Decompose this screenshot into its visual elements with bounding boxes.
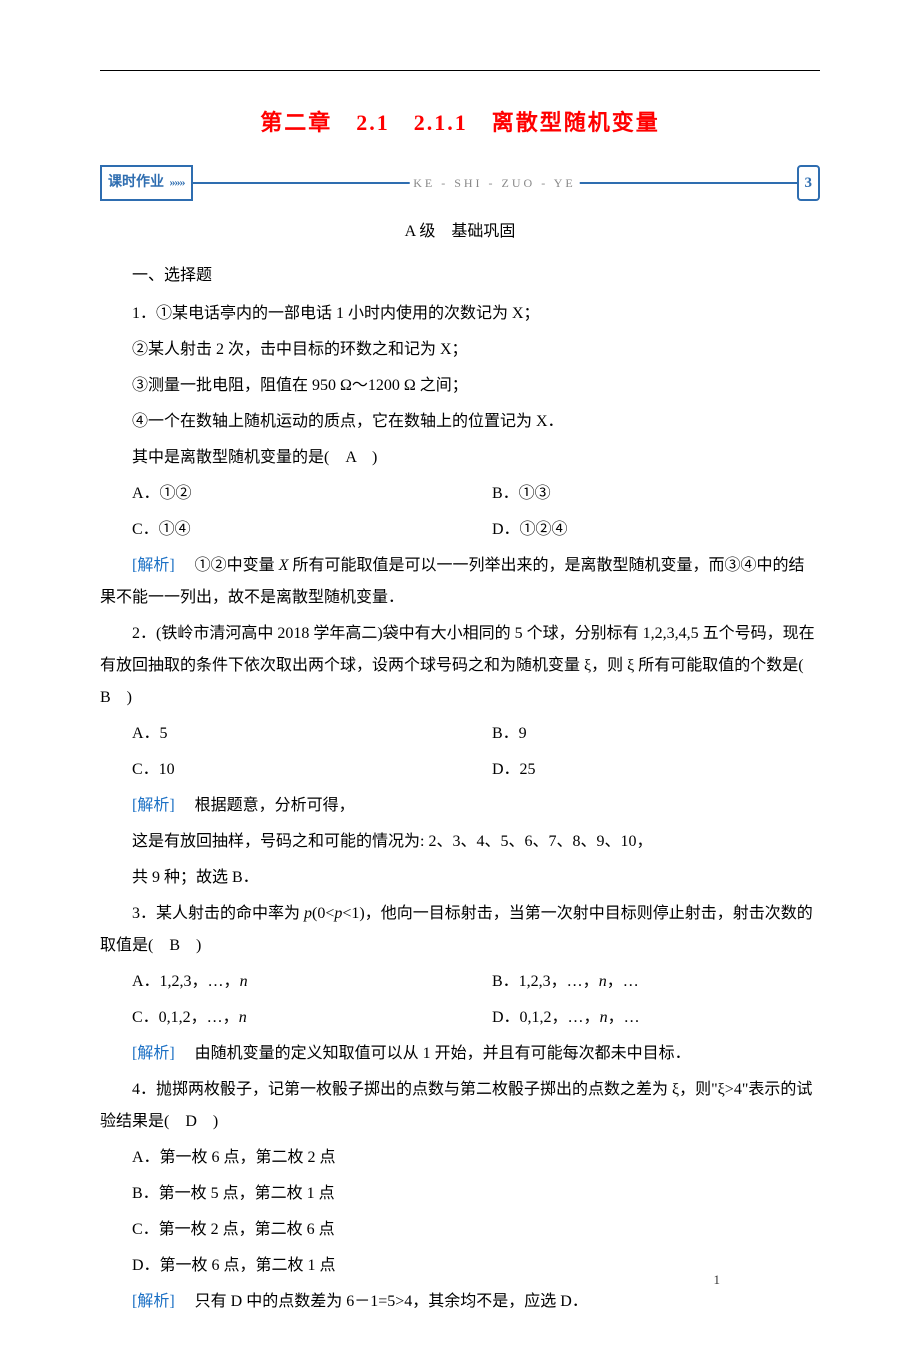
q4-opt-a: A．第一枚 6 点，第二枚 2 点 xyxy=(100,1142,820,1174)
q2-analysis-text1: 根据题意，分析可得， xyxy=(179,797,355,814)
analysis-label: [解析] xyxy=(132,797,175,814)
q1-opt-c: C．①④ xyxy=(100,514,460,546)
q1-analysis: [解析] ①②中变量 X 所有可能取值是可以一一列举出来的，是离散型随机变量，而… xyxy=(100,550,820,614)
top-divider xyxy=(100,70,820,71)
header-pinyin: KE - SHI - ZUO - YE xyxy=(409,171,580,195)
q2-opt-c: C．10 xyxy=(100,754,460,786)
q1-opt-a: A．①② xyxy=(100,478,460,510)
q4-analysis: [解析] 只有 D 中的点数差为 6－1=5>4，其余均不是，应选 D． xyxy=(100,1286,820,1318)
q3-opt-c: C．0,1,2，…，n xyxy=(100,1002,460,1034)
q2-analysis-2: 这是有放回抽样，号码之和可能的情况为: 2、3、4、5、6、7、8、9、10， xyxy=(100,826,820,858)
q4-opt-d: D．第一枚 6 点，第二枚 1 点 xyxy=(100,1250,820,1282)
q3-analysis-text: 由随机变量的定义知取值可以从 1 开始，并且有可能每次都未中目标． xyxy=(179,1045,691,1062)
homework-header-bar: 课时作业 »»» KE - SHI - ZUO - YE 3 xyxy=(100,165,820,201)
q1-line5: 其中是离散型随机变量的是( A ) xyxy=(100,442,820,474)
page-number: 1 xyxy=(714,1267,721,1293)
level-label: A 级 基础巩固 xyxy=(100,216,820,248)
q2-options-row2: C．10 D．25 xyxy=(100,754,820,786)
q3-options-row1: A．1,2,3，…，n B．1,2,3，…，n，… xyxy=(100,966,820,998)
chapter-title: 第二章 2.1 2.1.1 离散型随机变量 xyxy=(100,101,820,145)
q1-line4: ④一个在数轴上随机运动的质点，它在数轴上的位置记为 X． xyxy=(100,406,820,438)
q1-line3: ③测量一批电阻，阻值在 950 Ω～1200 Ω 之间； xyxy=(100,370,820,402)
q3-analysis: [解析] 由随机变量的定义知取值可以从 1 开始，并且有可能每次都未中目标． xyxy=(100,1038,820,1070)
q1-opt-d: D．①②④ xyxy=(460,514,820,546)
q2-opt-b: B．9 xyxy=(460,718,820,750)
analysis-label: [解析] xyxy=(132,1045,175,1062)
q4-opt-b: B．第一枚 5 点，第二枚 1 点 xyxy=(100,1178,820,1210)
section-heading: 一、选择题 xyxy=(100,260,820,292)
analysis-label: [解析] xyxy=(132,557,175,574)
q2-stem: 2．(铁岭市清河高中 2018 学年高二)袋中有大小相同的 5 个球，分别标有 … xyxy=(100,618,820,714)
q1-line1: 1．①某电话亭内的一部电话 1 小时内使用的次数记为 X； xyxy=(100,298,820,330)
q1-line2: ②某人射击 2 次，击中目标的环数之和记为 X； xyxy=(100,334,820,366)
q1-options-row2: C．①④ D．①②④ xyxy=(100,514,820,546)
q3-options-row2: C．0,1,2，…，n D．0,1,2，…，n，… xyxy=(100,1002,820,1034)
q2-opt-d: D．25 xyxy=(460,754,820,786)
q3-opt-d: D．0,1,2，…，n，… xyxy=(460,1002,820,1034)
q1-analysis-text: ①②中变量 X 所有可能取值是可以一一列举出来的，是离散型随机变量，而③④中的结… xyxy=(100,557,804,606)
q4-stem: 4．抛掷两枚骰子，记第一枚骰子掷出的点数与第二枚骰子掷出的点数之差为 ξ，则"ξ… xyxy=(100,1074,820,1138)
q1-opt-b: B．①③ xyxy=(460,478,820,510)
q3-opt-b: B．1,2,3，…，n，… xyxy=(460,966,820,998)
header-line: KE - SHI - ZUO - YE xyxy=(193,182,797,184)
homework-number: 3 xyxy=(797,165,821,201)
q2-analysis-1: [解析] 根据题意，分析可得， xyxy=(100,790,820,822)
q4-opt-c: C．第一枚 2 点，第二枚 6 点 xyxy=(100,1214,820,1246)
arrows-icon: »»» xyxy=(170,175,185,189)
q1-options-row1: A．①② B．①③ xyxy=(100,478,820,510)
q2-opt-a: A．5 xyxy=(100,718,460,750)
q2-analysis-3: 共 9 种；故选 B． xyxy=(100,862,820,894)
homework-label: 课时作业 »»» xyxy=(100,165,193,201)
q3-stem: 3．某人射击的命中率为 p(0<p<1)，他向一目标射击，当第一次射中目标则停止… xyxy=(100,898,820,962)
q3-opt-a: A．1,2,3，…，n xyxy=(100,966,460,998)
q2-options-row1: A．5 B．9 xyxy=(100,718,820,750)
homework-label-text: 课时作业 xyxy=(108,175,164,190)
